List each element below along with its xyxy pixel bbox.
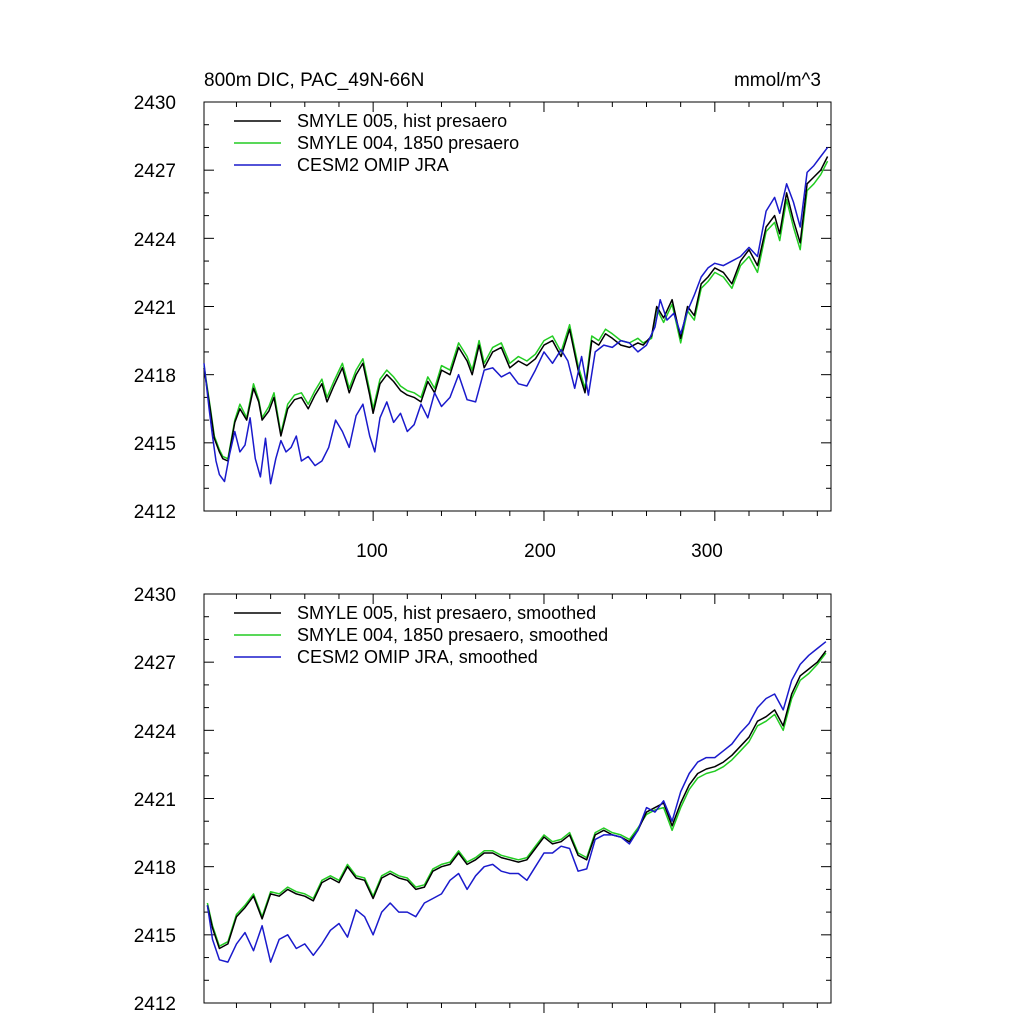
panel-1-y-tick-label: 2427 xyxy=(134,161,176,182)
panel-1-legend: SMYLE 005, hist presaero SMYLE 004, 1850… xyxy=(234,111,519,175)
panel-1-y-tick-label: 2421 xyxy=(134,298,176,319)
panel-1-y-tick-label: 2430 xyxy=(134,93,176,114)
panel-1-x-tick-labels: 100 200 300 xyxy=(356,541,723,562)
panel-2-legend: SMYLE 005, hist presaero, smoothed SMYLE… xyxy=(234,603,608,667)
panel-1-x-tick-label: 100 xyxy=(356,541,388,562)
panel-2: 2412 2415 2418 2421 2424 2427 2430 SMYLE… xyxy=(134,585,832,1015)
panel-2-y-tick-label: 2430 xyxy=(134,585,176,606)
panel-2-y-tick-label: 2427 xyxy=(134,653,176,674)
panel-2-legend-label-hist: SMYLE 005, hist presaero, smoothed xyxy=(297,603,596,623)
panel-2-legend-label-omip: CESM2 OMIP JRA, smoothed xyxy=(297,647,538,667)
panel-1-legend-label-1850: SMYLE 004, 1850 presaero xyxy=(297,133,519,153)
panel-1-title: 800m DIC, PAC_49N-66N xyxy=(204,70,424,91)
panel-2-y-tick-label: 2424 xyxy=(134,722,177,743)
panel-1-series-hist-presaero xyxy=(203,156,829,462)
panel-2-y-tick-labels: 2412 2415 2418 2421 2424 2427 2430 xyxy=(134,585,177,1015)
panel-1-y-tick-label: 2418 xyxy=(134,366,176,387)
panel-2-y-tick-label: 2415 xyxy=(134,926,176,947)
panel-1-y-tick-label: 2412 xyxy=(134,502,176,523)
panel-2-series xyxy=(206,641,827,963)
panel-2-y-tick-label: 2421 xyxy=(134,790,176,811)
panel-2-legend-label-1850: SMYLE 004, 1850 presaero, smoothed xyxy=(297,625,608,645)
panel-1-x-tick-label: 200 xyxy=(524,541,556,562)
panel-1-units: mmol/m^3 xyxy=(734,70,821,91)
panel-2-series-hist-presaero xyxy=(206,650,827,950)
panel-1-ticks xyxy=(204,101,831,521)
panel-1-y-tick-labels: 2412 2415 2418 2421 2424 2427 2430 xyxy=(134,93,177,523)
panel-2-series-1850-presaero xyxy=(206,652,827,947)
panel-1-x-tick-label: 300 xyxy=(691,541,723,562)
panel-2-y-tick-label: 2412 xyxy=(134,994,176,1015)
panel-2-series-omip-jra xyxy=(206,641,827,963)
panel-2-y-tick-label: 2418 xyxy=(134,858,176,879)
panel-1: 800m DIC, PAC_49N-66N mmol/m^3 2412 2415… xyxy=(134,70,832,562)
panel-1-legend-label-hist: SMYLE 005, hist presaero xyxy=(297,111,507,131)
panel-1-series xyxy=(203,146,829,485)
panel-1-legend-label-omip: CESM2 OMIP JRA xyxy=(297,155,449,175)
panel-1-series-1850-presaero xyxy=(203,160,829,460)
panel-1-y-tick-label: 2424 xyxy=(134,230,177,251)
panel-1-y-tick-label: 2415 xyxy=(134,434,176,455)
panel-1-series-omip-jra xyxy=(203,146,829,485)
panel-2-ticks xyxy=(204,593,831,1013)
